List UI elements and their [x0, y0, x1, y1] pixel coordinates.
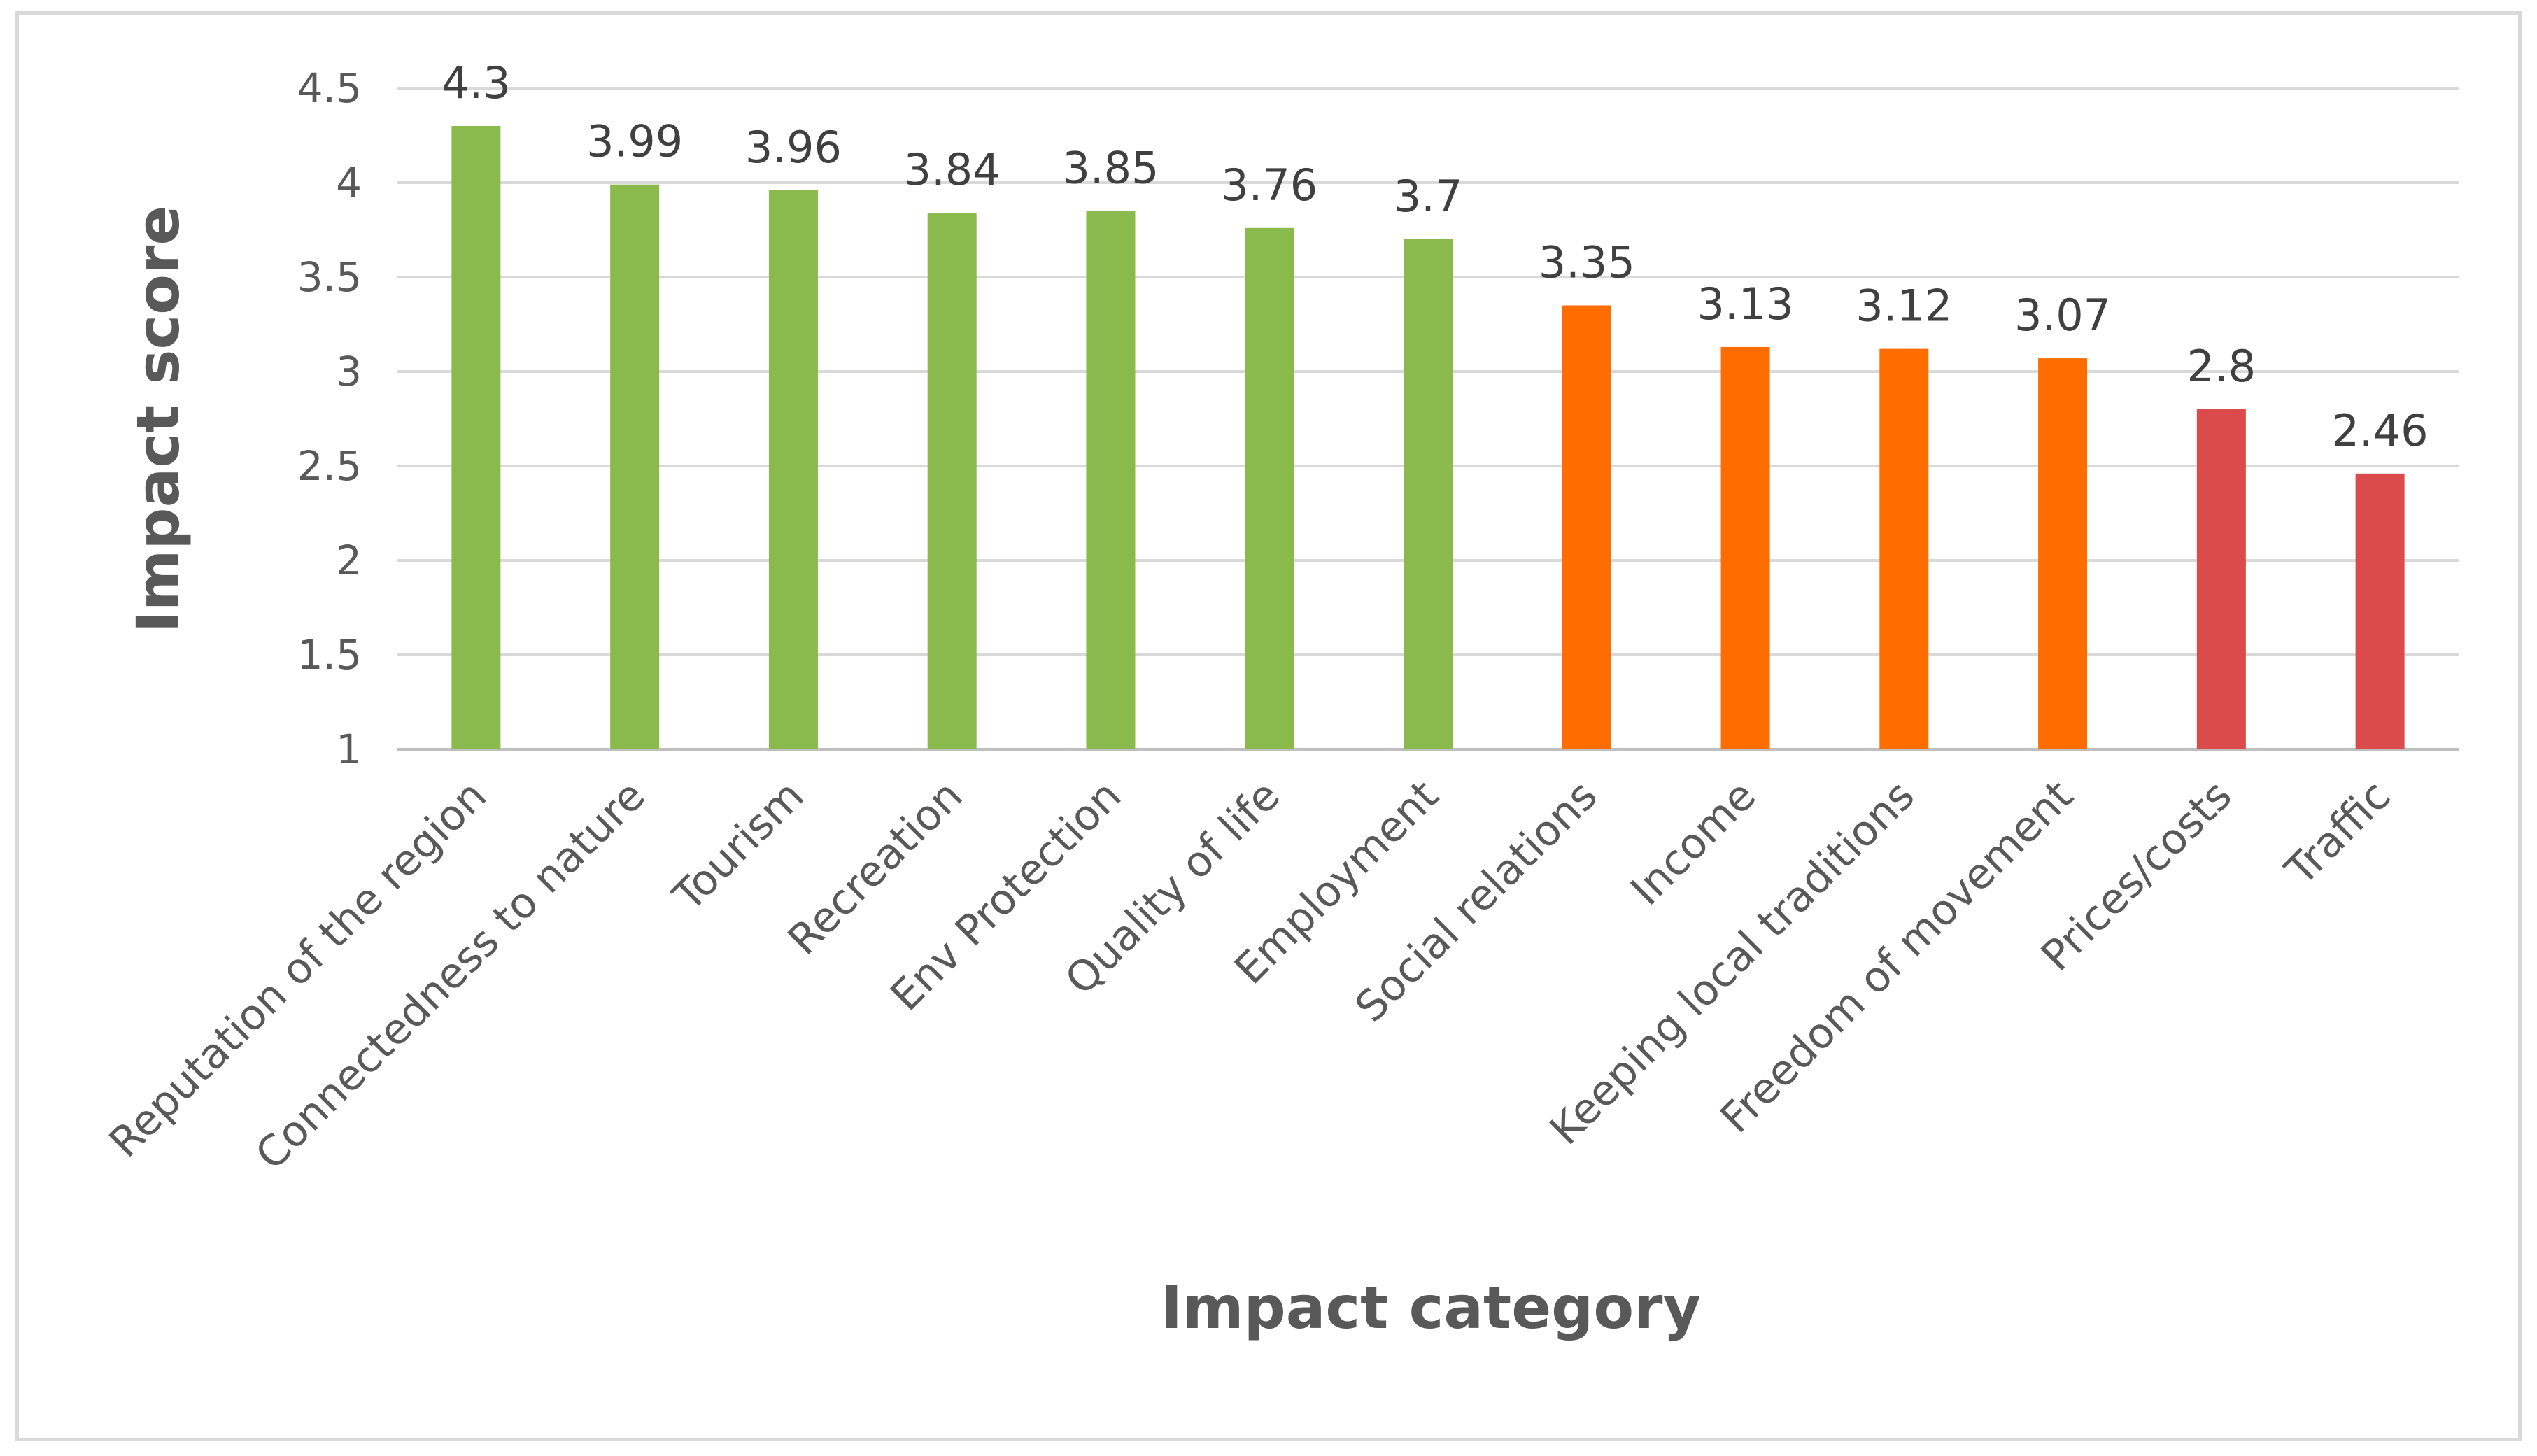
data-label: 3.76	[1221, 160, 1317, 211]
y-tick-label: 3.5	[297, 253, 362, 301]
category-label: Tourism	[663, 771, 813, 921]
data-label: 3.07	[2014, 290, 2111, 341]
data-label: 3.13	[1697, 278, 1794, 330]
y-tick-label: 3	[336, 348, 362, 395]
y-axis-title: Impact score	[124, 206, 192, 633]
data-label: 4.3	[441, 57, 511, 108]
bar	[2196, 409, 2246, 749]
bar	[1245, 227, 1294, 749]
bar	[2038, 358, 2088, 749]
bar	[927, 213, 977, 749]
bar	[1562, 305, 1611, 749]
bars	[451, 126, 2405, 750]
bar	[1720, 346, 1770, 749]
data-label: 3.96	[745, 122, 842, 173]
y-tick-label: 4	[336, 159, 362, 206]
y-tick-label: 2.5	[297, 442, 362, 490]
x-axis-title: Impact category	[1161, 1273, 1701, 1342]
data-labels: 4.3 3.99 3.96 3.84 3.85 3.76 3.7 3.35 3.13 3.12 3.…	[441, 57, 2429, 456]
data-label: 3.84	[904, 144, 1001, 195]
chart-frame: 1 1.5 2 2.5 3 3.5 4 4.5 4.3 3.99 3.96 3.84 3.85 3.76…	[15, 11, 2522, 1441]
bar	[451, 126, 501, 749]
bar	[1404, 239, 1453, 749]
y-tick-label: 1.5	[297, 631, 362, 679]
data-label: 3.85	[1062, 143, 1159, 194]
bar	[768, 190, 818, 749]
data-label: 3.7	[1394, 171, 1463, 222]
bar	[1086, 211, 1136, 749]
data-label: 3.35	[1539, 237, 1635, 288]
data-label: 3.99	[586, 116, 683, 167]
y-axis-ticks: 1 1.5 2 2.5 3 3.5 4 4.5	[297, 64, 362, 773]
y-tick-label: 1	[336, 726, 362, 773]
bar	[2355, 473, 2405, 749]
data-label: 2.46	[2332, 405, 2429, 456]
y-tick-label: 2	[336, 537, 362, 584]
y-tick-label: 4.5	[297, 64, 362, 112]
data-label: 3.12	[1856, 281, 1952, 332]
category-label: Income	[1622, 771, 1766, 915]
bar	[610, 184, 660, 749]
data-label: 2.8	[2187, 341, 2256, 392]
bar	[1879, 348, 1929, 750]
bar-chart: 1 1.5 2 2.5 3 3.5 4 4.5 4.3 3.99 3.96 3.84 3.85 3.76…	[100, 57, 2459, 1342]
category-label: Traffic	[2276, 771, 2401, 896]
